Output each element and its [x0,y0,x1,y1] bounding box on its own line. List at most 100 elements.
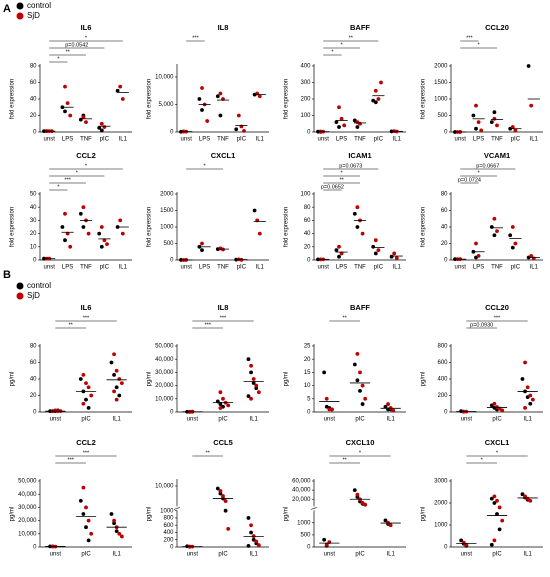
data-point [358,388,362,393]
data-point [249,523,253,528]
y-axis-label: pg/ml [421,372,427,387]
x-tick-label: LPS [473,137,484,143]
x-tick-label: unst [318,137,330,143]
y-tick-label: 80 [441,192,448,198]
y-axis-label: pg/ml [147,507,153,522]
data-point [476,120,481,124]
data-point [223,499,228,503]
y-tick-label: 0 [170,410,174,416]
data-point [218,489,223,493]
y-tick-label: 0 [307,545,311,551]
data-point [81,485,86,490]
y-tick-label: 2000 [160,192,174,198]
x-tick-label: pIC [218,552,228,558]
y-tick-label: 0 [307,258,311,264]
x-tick-label: LPS [199,137,210,143]
data-point [383,518,388,523]
x-tick-label: IL1 [256,265,265,271]
data-point [355,352,360,356]
data-point [112,389,116,394]
data-point [89,393,94,398]
x-tick-label: TNF [217,137,229,143]
x-tick-label: pIC [237,137,247,143]
y-tick-label: 15 [304,370,311,376]
y-tick-label: 200 [300,97,311,103]
data-point [531,256,536,261]
data-point [379,80,383,85]
significance-label: * [341,42,344,48]
data-point [112,352,116,357]
significance-label: *** [204,322,211,328]
data-point [474,241,478,246]
x-tick-label: pIC [237,265,247,271]
x-tick-label: LPS [336,265,347,271]
y-tick-label: 25 [304,344,311,350]
y-tick-label: 20 [30,113,37,119]
significance-label: * [359,450,362,456]
data-point [218,406,223,410]
x-tick-label: unst [44,265,56,271]
x-tick-label: pIC [374,265,384,271]
data-point [520,377,525,381]
data-point [112,372,116,377]
data-point [495,512,499,516]
data-point [355,225,360,229]
data-point [355,378,360,383]
data-point [68,113,73,118]
data-point [99,128,104,133]
chart-title: CXCL10 [346,438,375,447]
data-point [200,248,204,253]
legend-label: control [27,281,51,290]
x-tick-label: pIC [100,265,110,271]
data-point [492,538,497,543]
data-point [221,494,225,498]
y-tick-label: 40 [30,97,37,103]
y-axis-label: fold expression [421,207,427,247]
y-tick-label: 1500 [434,80,448,86]
x-tick-label: unst [461,417,473,423]
x-tick-label: IL1 [112,552,121,558]
x-tick-label: IL1 [386,417,395,423]
x-tick-label: pIC [492,552,502,558]
data-point [376,97,381,101]
data-point [97,231,102,236]
x-tick-label: pIC [374,137,384,143]
x-tick-label: pIC [218,417,228,423]
data-point [492,233,497,238]
data-point [497,527,502,532]
significance-label: * [481,457,484,463]
y-axis-label: fold expression [10,79,16,119]
data-point [112,518,116,523]
x-tick-label: unst [187,552,199,558]
data-point [84,505,88,510]
data-point [474,103,478,108]
data-point [334,120,339,124]
data-point [84,525,88,530]
data-point [492,116,497,121]
y-axis-label: fold expression [147,207,153,247]
y-tick-label: 100 [300,192,311,198]
data-point [383,404,388,409]
legend-label: control [27,1,51,10]
y-tick-label: 10,000 [155,396,174,402]
data-point [500,518,505,523]
y-axis-label: pg/ml [284,372,290,387]
data-point [226,526,231,531]
y-axis-label: fold expression [421,79,427,119]
y-tick-label: 60 [30,80,37,86]
data-point [479,128,484,133]
x-tick-label: pIC [355,417,365,423]
y-tick-label: 2000 [434,501,448,507]
data-point [373,251,378,256]
y-tick-label: 30 [30,218,37,224]
x-tick-label: unst [181,137,193,143]
x-tick-label: unst [50,552,62,558]
data-point [249,530,253,535]
significance-label: p=0.0667 [476,163,499,169]
data-point [334,248,339,253]
data-point [65,101,70,106]
significance-label: * [496,450,499,456]
data-point [525,385,530,390]
y-tick-label: 10 [30,244,37,250]
data-point [215,94,220,99]
